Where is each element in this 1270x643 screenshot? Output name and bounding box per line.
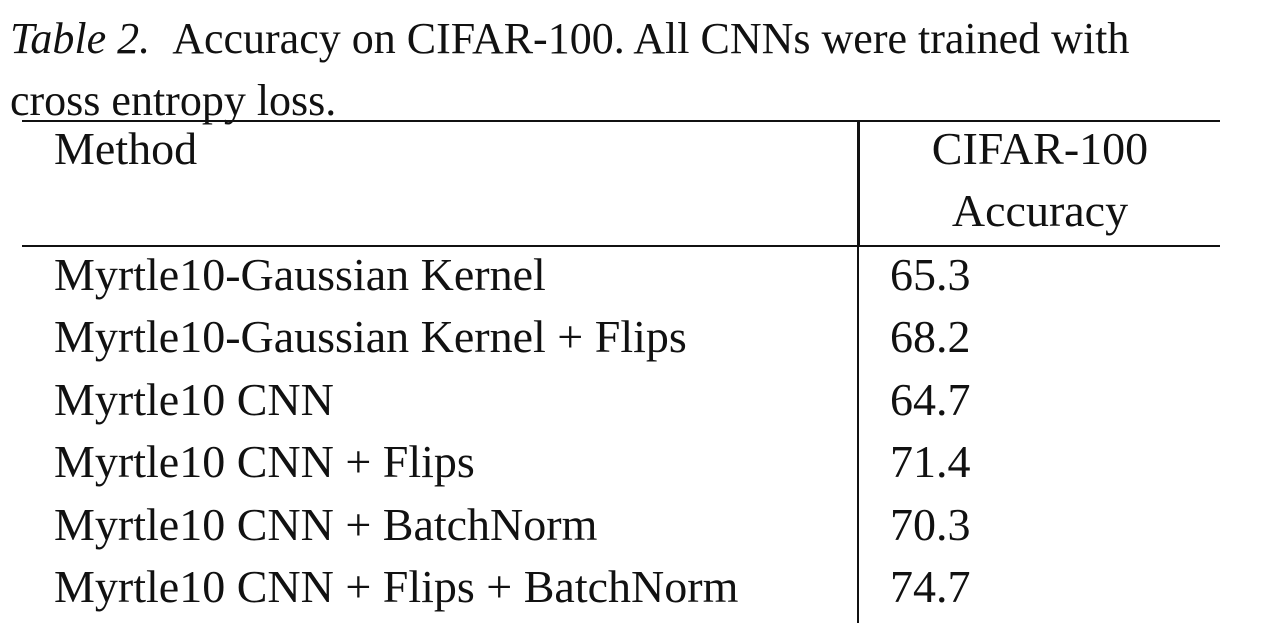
header-accuracy-line1: CIFAR-100 bbox=[931, 123, 1149, 174]
table-row-method: Myrtle10 CNN + Flips + BatchNorm bbox=[54, 561, 739, 612]
table-row-accuracy: 71.4 bbox=[890, 436, 971, 487]
table-row-accuracy: 64.7 bbox=[890, 374, 971, 425]
table-row-accuracy: 74.7 bbox=[890, 561, 971, 612]
caption-text-line1: Accuracy on CIFAR-100. All CNNs were tra… bbox=[172, 14, 1130, 63]
table-row-method: Myrtle10 CNN + BatchNorm bbox=[54, 499, 598, 550]
table-header-rule bbox=[22, 245, 1220, 247]
table-caption: Table 2. Accuracy on CIFAR-100. All CNNs … bbox=[10, 8, 1250, 132]
caption-text-line2: cross entropy loss. bbox=[10, 76, 337, 125]
table-header-column-divider bbox=[857, 120, 860, 247]
table-row-accuracy: 70.3 bbox=[890, 499, 971, 550]
header-accuracy-line2: Accuracy bbox=[951, 185, 1129, 236]
table-row-method: Myrtle10 CNN + Flips bbox=[54, 436, 475, 487]
caption-label: Table 2. bbox=[10, 14, 151, 63]
table-row-accuracy: 68.2 bbox=[890, 311, 971, 362]
table-body-column-divider bbox=[857, 247, 859, 623]
table-row-accuracy: 65.3 bbox=[890, 249, 971, 300]
table-top-rule bbox=[22, 120, 1220, 122]
table-row-method: Myrtle10 CNN bbox=[54, 374, 334, 425]
table-row-method: Myrtle10-Gaussian Kernel + Flips bbox=[54, 311, 687, 362]
header-method: Method bbox=[54, 123, 198, 174]
header-accuracy: CIFAR-100 Accuracy bbox=[860, 118, 1220, 242]
table-row-method: Myrtle10-Gaussian Kernel bbox=[54, 249, 546, 300]
